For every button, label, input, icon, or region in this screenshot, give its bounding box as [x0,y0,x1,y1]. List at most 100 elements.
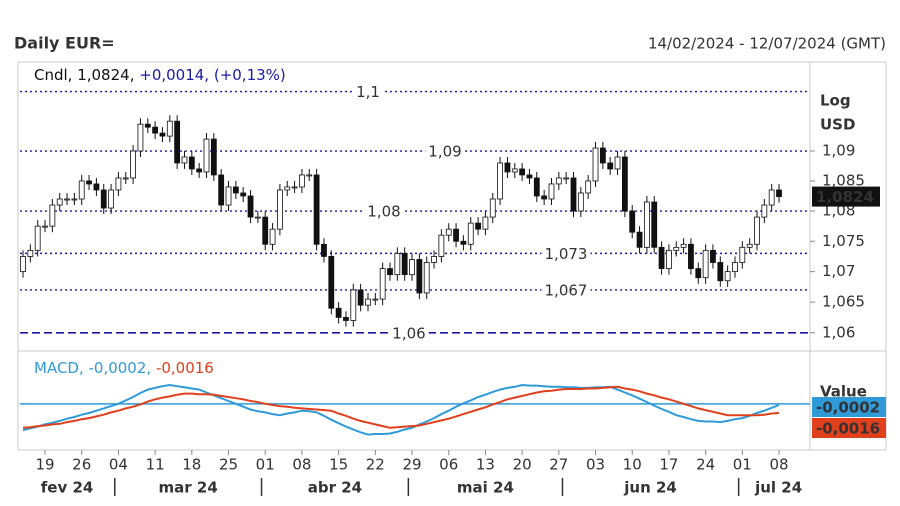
candle-body [20,256,26,273]
x-tick-label: 20 [513,456,532,474]
reference-label: 1,06 [392,324,425,342]
candle-body [460,240,467,245]
candle-body [64,198,70,201]
candle-body [86,180,92,185]
candle-body [431,256,437,263]
candle-body [724,271,731,282]
x-tick-label: 19 [35,456,54,474]
candle-body [680,243,687,248]
candle-body [614,156,621,170]
month-label: jun 24 [623,479,677,497]
candle-body [321,243,327,257]
candle-body [299,174,305,188]
legend-change: +0,0014, (+0,13%) [139,66,286,84]
label-background [353,83,383,102]
candle-body [122,177,129,180]
candle-body [137,123,144,152]
x-tick-label: 10 [623,456,642,474]
x-tick-label: 04 [109,456,128,474]
label-background [389,324,429,343]
candle-body [438,234,445,257]
x-tick-label: 15 [329,456,348,474]
candle-body [343,317,349,321]
candle-body [570,177,577,212]
month-label: fev 24 [41,479,94,497]
x-tick-label: 08 [769,456,788,474]
candle-body [599,147,606,164]
candle-body [144,123,151,128]
candle-body [196,168,203,173]
candle-body [181,156,188,164]
candle-body [350,289,357,321]
x-tick-label: 08 [292,456,311,474]
candle-body [42,225,48,228]
candle-body [482,216,489,230]
candle-body [152,126,159,134]
candle-body [621,156,628,212]
candle-body [445,228,452,236]
x-tick-label: 22 [366,456,385,474]
candle-body [276,189,283,230]
reference-label: 1,067 [545,281,588,299]
month-label: abr 24 [308,479,362,497]
x-tick-label: 29 [402,456,421,474]
candle-body [761,204,768,218]
candle-body [475,222,481,230]
candle-body [629,210,636,233]
candle-body [666,249,672,269]
chart-frame [17,61,887,451]
reference-label: 1,08 [367,203,400,221]
candle-body [453,228,459,242]
candle-body [232,186,239,194]
legend-text: Cndl, 1,0824, [34,66,134,84]
candle-body [27,249,34,257]
candle-body [644,201,650,248]
candle-body [387,268,393,276]
date-range: 14/02/2024 - 12/07/2024 (GMT) [648,35,886,53]
candle-body [372,298,379,301]
x-tick-label: 25 [219,456,238,474]
candle-body [71,198,78,201]
y-tick-label: 1,09 [822,142,855,160]
macd-line [22,383,780,436]
candle-body [563,177,570,180]
candle-body [710,249,716,263]
candle-body [607,162,614,170]
candle-body [585,180,592,194]
candle-body [511,168,518,173]
x-tick-label: 24 [696,456,715,474]
candle-body [688,243,694,269]
month-label: jul 24 [754,479,802,497]
candle-body [592,147,599,182]
candle-body [379,268,386,300]
candle-body [577,192,584,212]
candle-body [739,246,746,263]
value-box [812,418,886,438]
x-tick-label: 17 [659,456,678,474]
candle-body [130,150,137,179]
candle-body [254,216,261,219]
candle-body [695,268,702,279]
x-tick-label: 18 [182,456,201,474]
candle-body [717,262,724,282]
candle-body [409,259,415,276]
candle-body [49,204,56,227]
value-label: -0,0016 [816,420,880,438]
candle-body [401,252,408,276]
candle-body [526,174,533,179]
candle-body [34,225,41,251]
candle-body [188,156,195,170]
legend-signal: -0,0016 [156,359,214,377]
candle-body [504,162,511,173]
y-tick-label: 1,065 [822,293,865,311]
label-background [364,202,404,221]
legend-main: Cndl, 1,0824, +0,0014, (+0,13%) [34,66,286,84]
axis-label: Log [820,92,851,110]
y-tick-label: 1,07 [822,262,855,280]
legend-text: MACD, -0,0002, [34,359,151,377]
candle-body [555,177,562,185]
candle-body [636,231,643,248]
candle-body [768,189,775,206]
axis-label: USD [820,116,855,134]
candle-body [269,228,276,245]
